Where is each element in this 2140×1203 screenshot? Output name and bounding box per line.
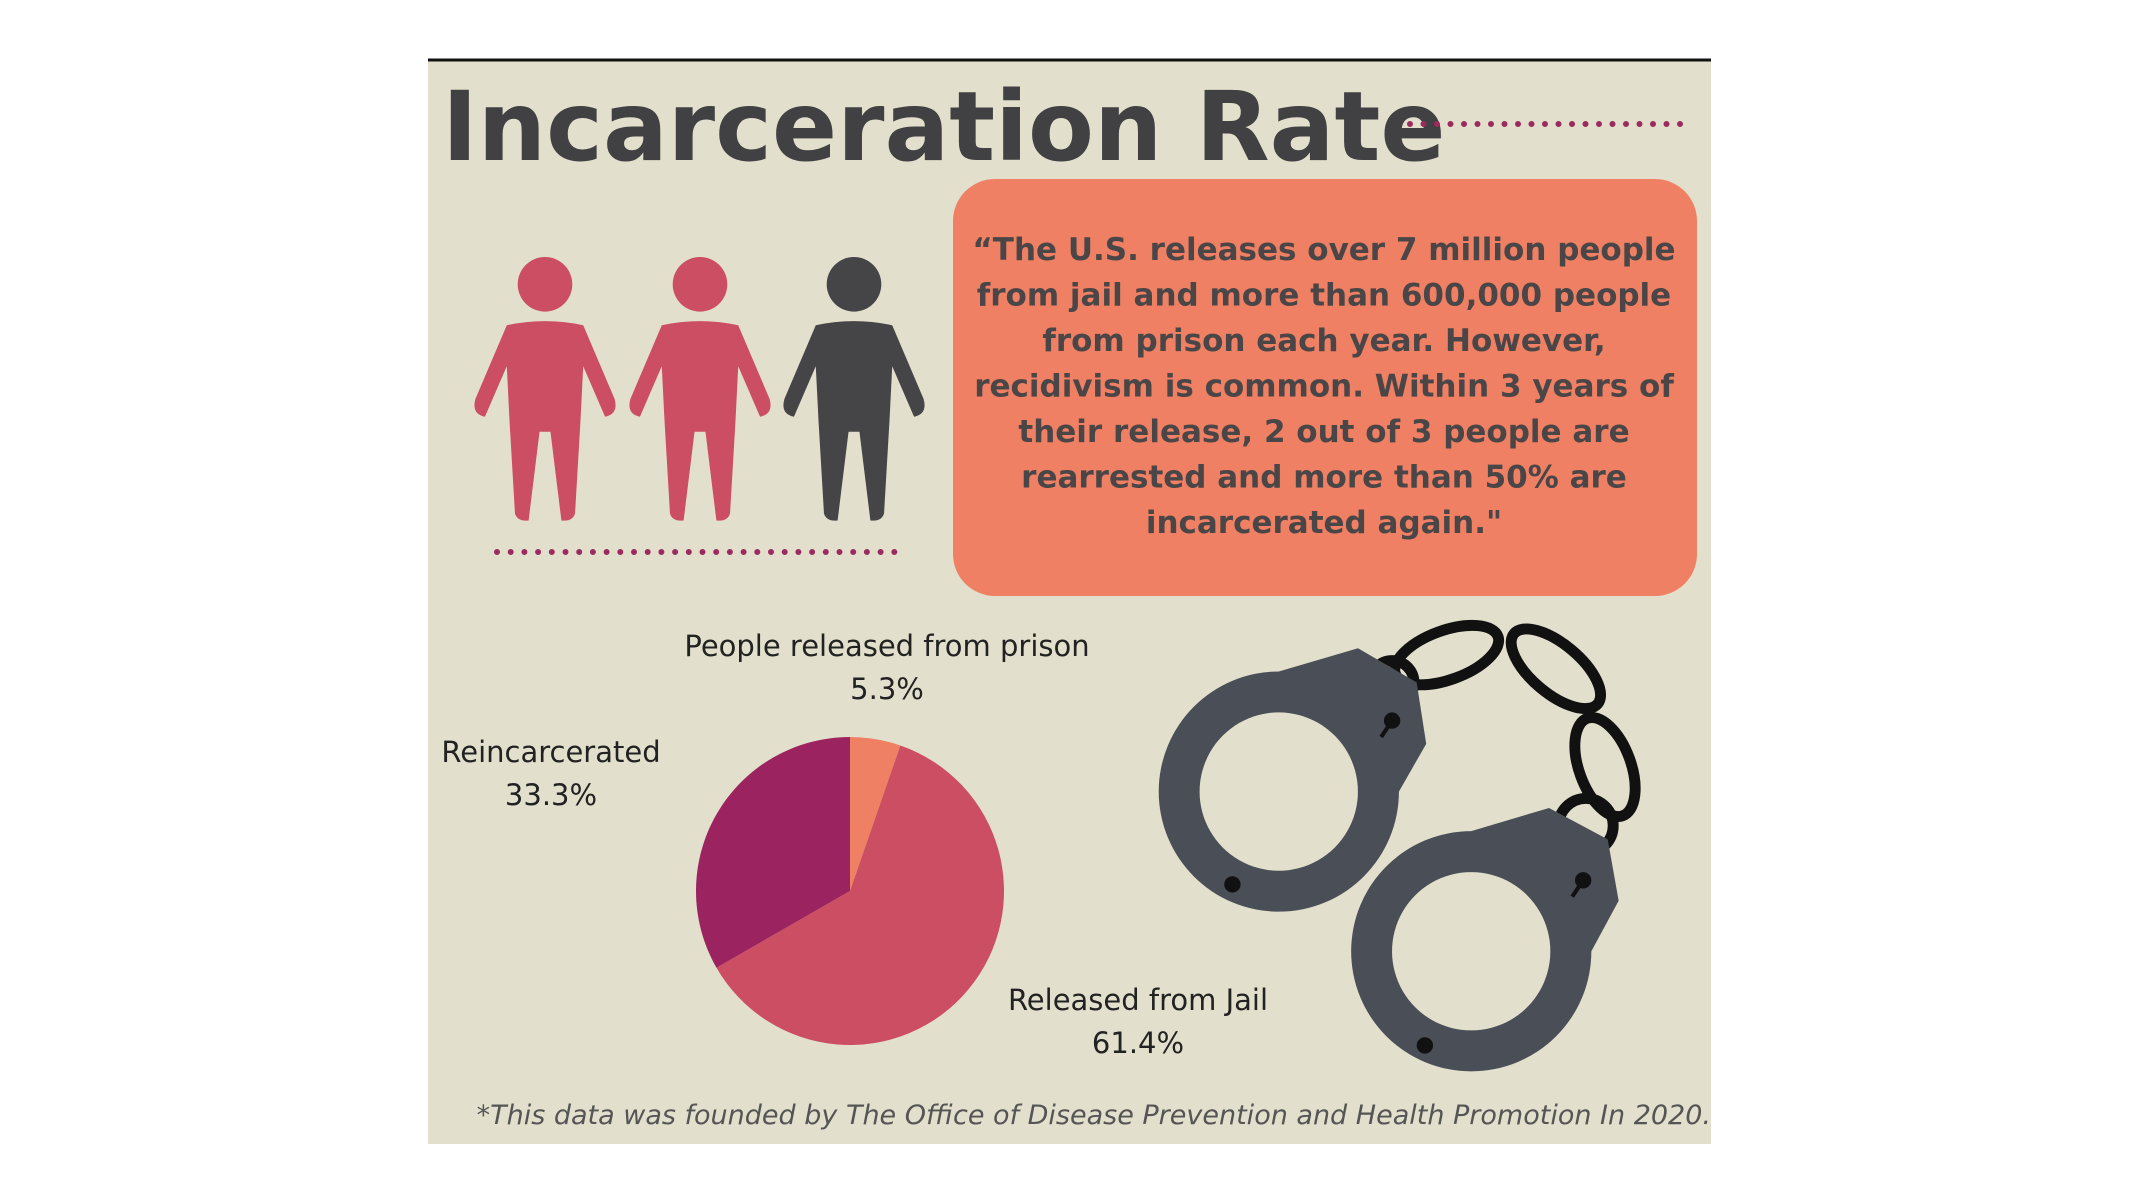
person-icon [474, 257, 616, 521]
pie-slice [716, 745, 1005, 1045]
slice-label: People released from prison [684, 629, 1089, 663]
slice-value-label: 61.4% [1092, 1026, 1184, 1060]
handcuffs-icon [1158, 619, 1641, 1072]
footnote: *This data was founded by The Office of … [477, 1100, 1711, 1131]
slice-value-label: 5.3% [850, 672, 924, 706]
pie-chart: People released from prison 5.3% Released … [441, 629, 1268, 1060]
quote-box [953, 179, 1697, 596]
pie-slice [696, 737, 850, 968]
quote-line: rearrested and more than 50% are [1021, 460, 1627, 496]
quote-line: from prison each year. However, [1042, 323, 1605, 359]
slice-label: Reincarcerated [441, 735, 660, 769]
people-icons [474, 257, 925, 521]
quote-line: “The U.S. releases over 7 million people [972, 232, 1675, 268]
slice-value-label: 33.3% [505, 778, 597, 812]
person-icon [783, 257, 925, 521]
pie-slice [850, 737, 901, 891]
person-icon [629, 257, 771, 521]
quote-text: “The U.S. releases over 7 million people… [972, 232, 1675, 541]
quote-line: incarcerated again." [1146, 505, 1502, 541]
title: Incarceration Rate [442, 71, 1445, 183]
slice-label: Released from Jail [1008, 983, 1268, 1017]
quote-line: their release, 2 out of 3 people are [1018, 414, 1629, 450]
quote-line: from jail and more than 600,000 people [977, 278, 1671, 314]
quote-line: recidivism is common. Within 3 years of [974, 369, 1674, 405]
